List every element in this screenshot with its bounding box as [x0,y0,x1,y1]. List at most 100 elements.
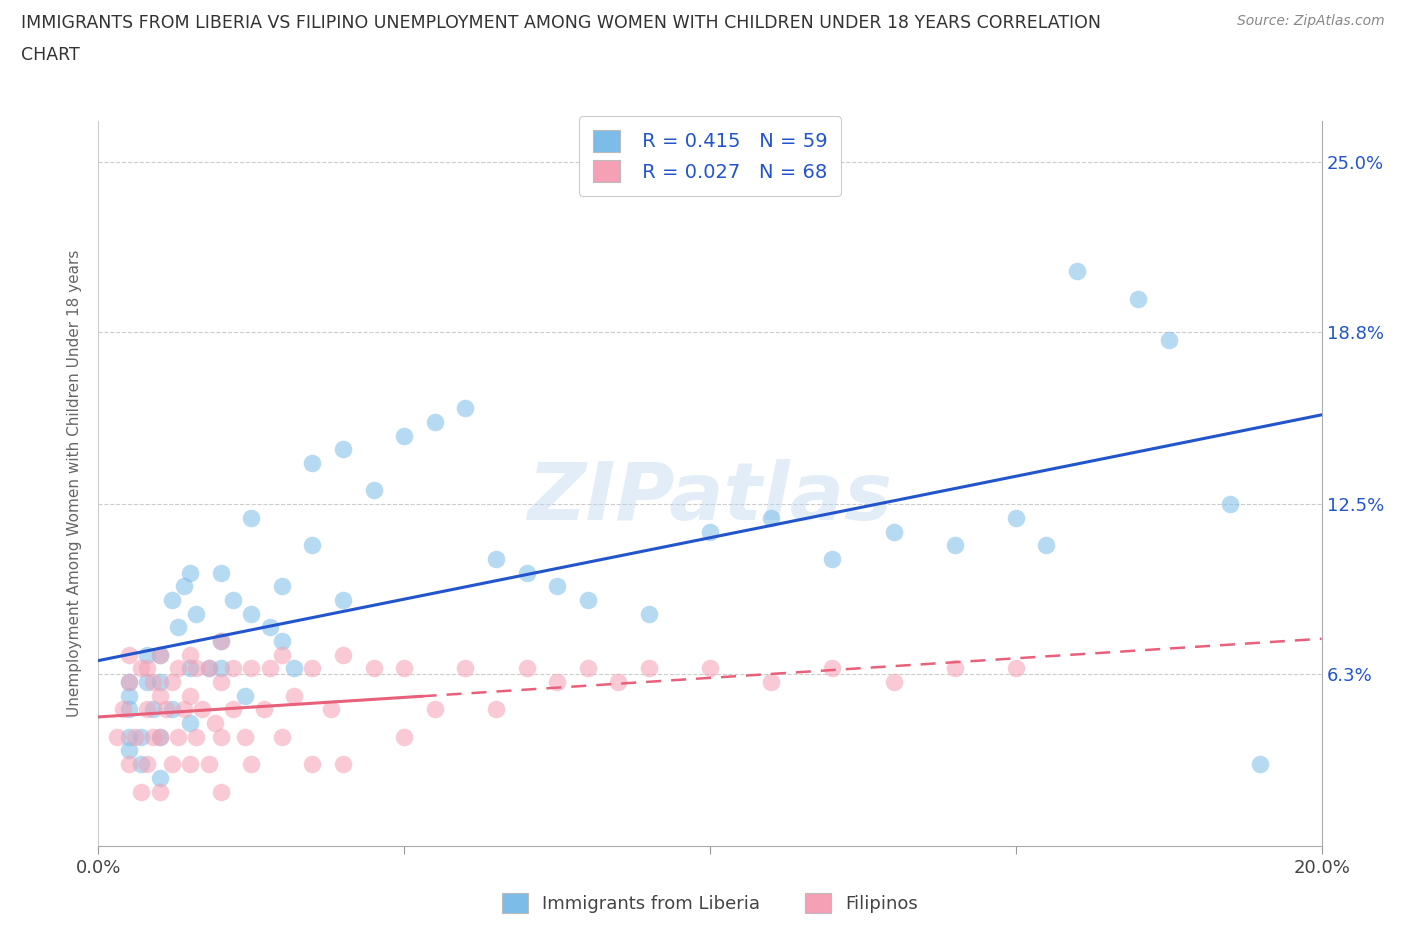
Point [607,674,630,689]
Point [240,606,263,621]
Point [454,401,477,416]
Text: CHART: CHART [21,46,80,64]
Point [136,757,159,772]
Point [546,578,568,593]
Point [332,442,354,457]
Point [423,415,446,430]
Point [160,592,183,607]
Point [118,674,141,689]
Point [319,702,342,717]
Point [149,784,172,799]
Point [136,661,159,676]
Point [209,633,232,648]
Point [943,538,966,552]
Point [179,688,201,703]
Point [191,702,214,717]
Point [332,757,354,772]
Point [179,661,201,676]
Point [209,633,232,648]
Point [301,456,323,471]
Point [136,702,159,717]
Point [637,661,661,676]
Point [142,702,165,717]
Point [149,647,172,662]
Point [129,729,152,744]
Legend: Immigrants from Liberia, Filipinos: Immigrants from Liberia, Filipinos [495,885,925,921]
Point [118,743,141,758]
Point [105,729,128,744]
Point [485,551,508,566]
Point [1004,661,1026,676]
Point [129,661,152,676]
Point [233,729,256,744]
Point [516,661,538,676]
Point [149,770,172,785]
Point [209,661,232,676]
Point [392,428,416,443]
Point [197,661,219,676]
Point [233,688,256,703]
Point [363,483,385,498]
Text: ZIPatlas: ZIPatlas [527,459,893,538]
Point [186,606,208,621]
Point [270,578,292,593]
Point [240,661,263,676]
Point [301,757,323,772]
Point [699,525,721,539]
Point [179,757,201,772]
Point [118,688,141,703]
Point [118,647,141,662]
Point [252,702,274,717]
Point [179,716,201,731]
Point [759,511,782,525]
Point [363,661,385,676]
Point [173,578,195,593]
Point [283,688,305,703]
Point [301,538,323,552]
Point [149,729,172,744]
Point [197,661,219,676]
Point [546,674,568,689]
Text: IMMIGRANTS FROM LIBERIA VS FILIPINO UNEMPLOYMENT AMONG WOMEN WITH CHILDREN UNDER: IMMIGRANTS FROM LIBERIA VS FILIPINO UNEM… [21,14,1101,32]
Point [209,784,232,799]
Point [129,757,152,772]
Point [197,757,219,772]
Point [179,565,201,580]
Point [142,729,165,744]
Point [301,661,323,676]
Point [155,702,177,717]
Point [118,674,141,689]
Point [1219,497,1241,512]
Point [576,661,599,676]
Point [118,757,141,772]
Point [186,661,208,676]
Point [485,702,508,717]
Point [136,674,159,689]
Point [821,661,844,676]
Point [222,661,245,676]
Point [454,661,477,676]
Point [204,716,226,731]
Point [332,647,354,662]
Point [209,565,232,580]
Point [167,729,190,744]
Point [516,565,538,580]
Point [124,729,146,744]
Text: Source: ZipAtlas.com: Source: ZipAtlas.com [1237,14,1385,28]
Point [240,511,263,525]
Point [1035,538,1057,552]
Point [576,592,599,607]
Point [149,674,172,689]
Point [167,661,190,676]
Point [270,633,292,648]
Point [179,647,201,662]
Point [160,674,183,689]
Point [699,661,721,676]
Point [167,620,190,635]
Point [209,674,232,689]
Point [759,674,782,689]
Point [1249,757,1271,772]
Point [160,702,183,717]
Point [392,729,416,744]
Point [259,620,281,635]
